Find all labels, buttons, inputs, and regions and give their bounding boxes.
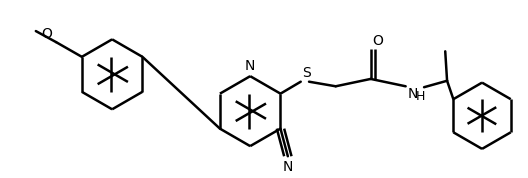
Text: H: H — [416, 90, 425, 103]
Text: O: O — [42, 27, 52, 41]
Text: S: S — [301, 66, 310, 80]
Text: N: N — [245, 59, 256, 73]
Text: O: O — [373, 34, 383, 48]
Text: N: N — [282, 160, 293, 174]
Text: N: N — [408, 87, 418, 101]
